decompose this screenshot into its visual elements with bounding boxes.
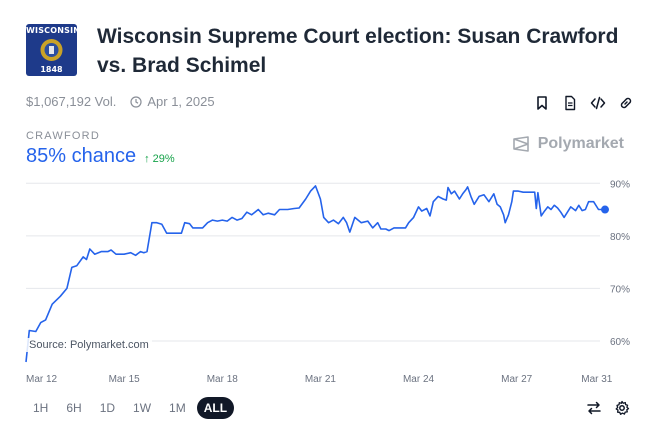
- range-1m-button[interactable]: 1M: [162, 397, 193, 419]
- range-1w-button[interactable]: 1W: [126, 397, 158, 419]
- market-actions: [534, 95, 634, 111]
- market-title: Wisconsin Supreme Court election: Susan …: [97, 25, 619, 77]
- x-tick-label: Mar 24: [403, 374, 435, 385]
- settings-gear-icon[interactable]: [614, 400, 630, 416]
- y-tick-label: 60%: [610, 337, 630, 348]
- link-icon[interactable]: [618, 95, 634, 111]
- range-all-button[interactable]: ALL: [196, 397, 235, 419]
- range-1h-button[interactable]: 1H: [26, 397, 55, 419]
- y-tick-label: 70%: [610, 284, 630, 295]
- outcome-name: CRAWFORD: [26, 130, 100, 142]
- embed-code-icon[interactable]: [590, 95, 606, 111]
- state-seal-icon: [40, 39, 63, 61]
- chart-tools: [586, 400, 630, 416]
- clock-icon: [130, 95, 142, 108]
- y-tick-label: 80%: [610, 232, 630, 243]
- flag-year: 1848: [40, 65, 63, 74]
- outcome-chance: 85% chance ↑ 29%: [26, 145, 175, 168]
- x-tick-label: Mar 12: [26, 374, 58, 385]
- chance-value: 85% chance: [26, 145, 137, 167]
- x-tick-label: Mar 31: [581, 374, 613, 385]
- watermark-text: Polymarket: [537, 135, 624, 152]
- time-range-selector: 1H 6H 1D 1W 1M ALL: [26, 397, 235, 419]
- end-date-text: Apr 1, 2025: [147, 94, 215, 109]
- market-flag-image: WISCONSIN 1848: [26, 24, 77, 76]
- chart-source: Source: Polymarket.com: [26, 338, 152, 352]
- range-1d-button[interactable]: 1D: [93, 397, 122, 419]
- flag-state-name: WISCONSIN: [26, 26, 77, 35]
- polymarket-watermark: Polymarket: [512, 135, 624, 153]
- x-tick-label: Mar 18: [207, 374, 239, 385]
- x-tick-label: Mar 21: [305, 374, 337, 385]
- polymarket-logo-icon: [512, 136, 529, 152]
- volume-text: $1,067,192 Vol.: [26, 94, 117, 109]
- y-tick-label: 90%: [610, 179, 630, 190]
- range-6h-button[interactable]: 6H: [59, 397, 88, 419]
- current-price-dot: [601, 205, 609, 214]
- bookmark-icon[interactable]: [534, 95, 550, 111]
- x-tick-label: Mar 15: [109, 374, 141, 385]
- chance-delta: ↑ 29%: [144, 153, 175, 165]
- x-tick-label: Mar 27: [501, 374, 533, 385]
- swap-arrows-icon[interactable]: [586, 400, 602, 416]
- crawford-price-line: [25, 185, 605, 363]
- document-icon[interactable]: [562, 95, 578, 111]
- market-meta: $1,067,192 Vol. Apr 1, 2025: [26, 94, 215, 109]
